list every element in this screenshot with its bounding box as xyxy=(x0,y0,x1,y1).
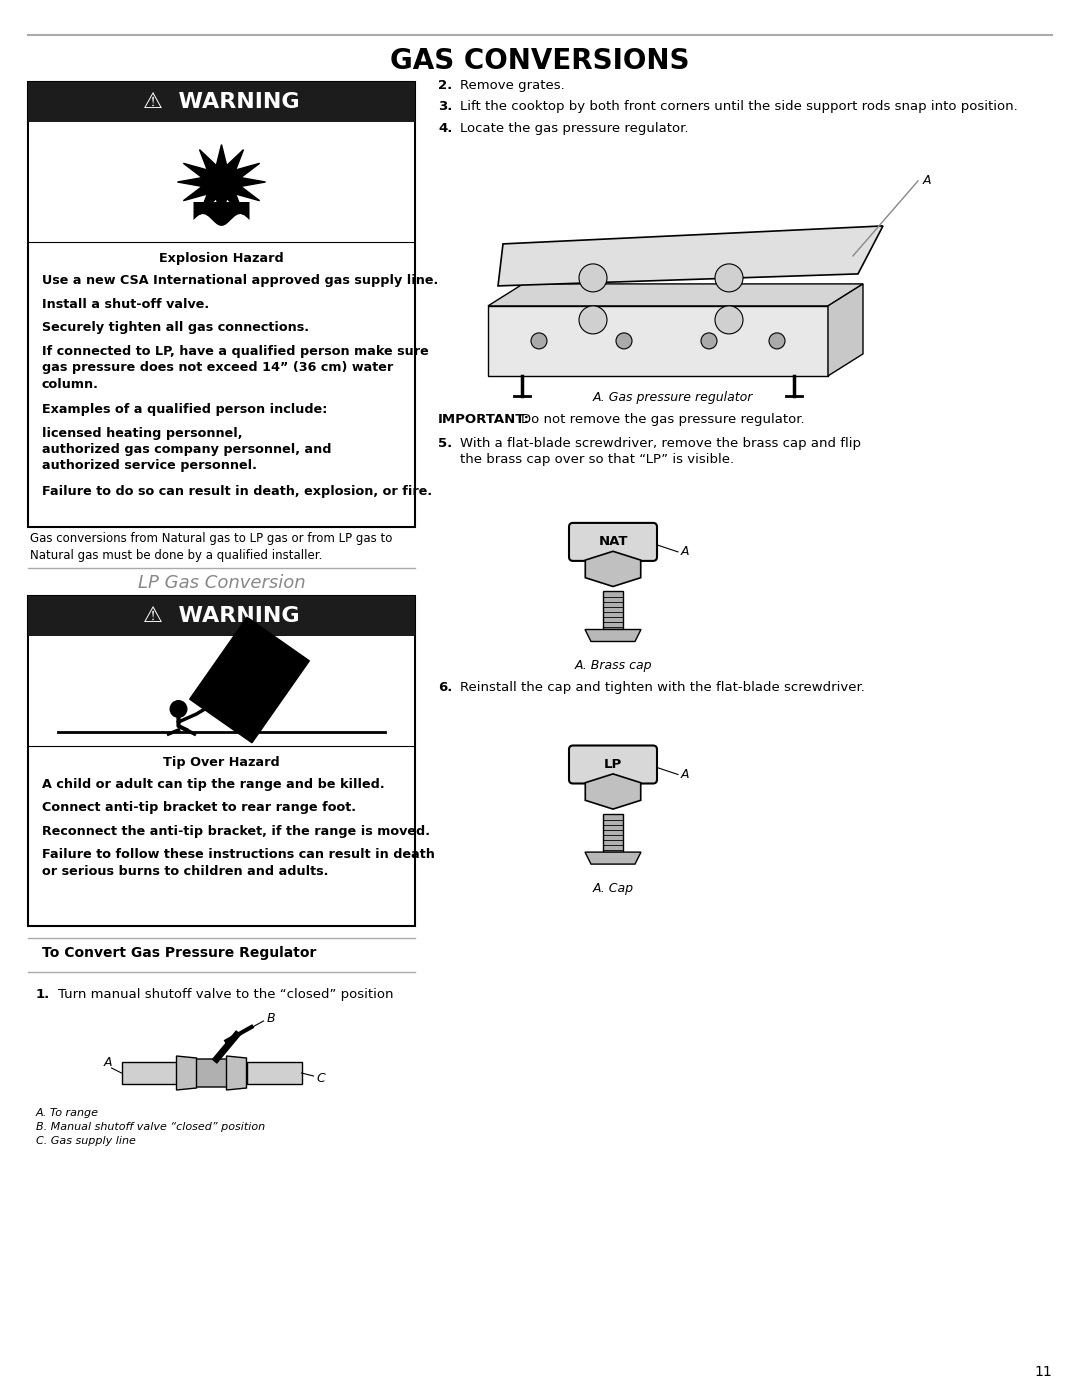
Polygon shape xyxy=(585,552,640,587)
Circle shape xyxy=(531,332,546,349)
Circle shape xyxy=(579,306,607,334)
Polygon shape xyxy=(189,1059,233,1087)
Text: 1.: 1. xyxy=(36,988,51,1002)
Text: Turn manual shutoff valve to the “closed” position: Turn manual shutoff valve to the “closed… xyxy=(58,988,393,1002)
Polygon shape xyxy=(488,284,863,306)
Polygon shape xyxy=(828,284,863,376)
Text: A. Gas pressure regulator: A. Gas pressure regulator xyxy=(593,391,753,404)
Circle shape xyxy=(715,264,743,292)
Circle shape xyxy=(616,332,632,349)
Polygon shape xyxy=(585,774,640,809)
Text: A. To range: A. To range xyxy=(36,1108,99,1118)
Polygon shape xyxy=(498,226,883,286)
Text: Failure to follow these instructions can result in death
or serious burns to chi: Failure to follow these instructions can… xyxy=(42,848,435,877)
Text: Failure to do so can result in death, explosion, or fire.: Failure to do so can result in death, ex… xyxy=(42,485,432,497)
Text: licensed heating personnel,
authorized gas company personnel, and
authorized ser: licensed heating personnel, authorized g… xyxy=(42,426,332,472)
Text: Securely tighten all gas connections.: Securely tighten all gas connections. xyxy=(42,321,309,334)
Text: Examples of a qualified person include:: Examples of a qualified person include: xyxy=(42,402,327,416)
Polygon shape xyxy=(177,145,266,219)
Bar xyxy=(29,636,414,746)
Text: IMPORTANT:: IMPORTANT: xyxy=(438,414,530,426)
Text: 2.: 2. xyxy=(438,80,453,92)
FancyBboxPatch shape xyxy=(569,746,657,784)
Circle shape xyxy=(715,306,743,334)
Text: 4.: 4. xyxy=(438,122,453,134)
Text: LP Gas Conversion: LP Gas Conversion xyxy=(137,574,306,592)
Bar xyxy=(246,1062,301,1084)
Text: B. Manual shutoff valve “closed” position: B. Manual shutoff valve “closed” positio… xyxy=(36,1122,265,1132)
Text: GAS CONVERSIONS: GAS CONVERSIONS xyxy=(390,47,690,75)
Circle shape xyxy=(701,332,717,349)
Text: LP: LP xyxy=(604,759,622,771)
Polygon shape xyxy=(227,1056,246,1090)
Text: A: A xyxy=(104,1056,112,1070)
Text: Tip Over Hazard: Tip Over Hazard xyxy=(163,756,280,768)
Text: C: C xyxy=(316,1071,325,1084)
Text: Gas conversions from Natural gas to LP gas or from LP gas to
Natural gas must be: Gas conversions from Natural gas to LP g… xyxy=(30,532,392,562)
Text: C. Gas supply line: C. Gas supply line xyxy=(36,1136,136,1146)
Text: ⚠  WARNING: ⚠ WARNING xyxy=(144,92,300,112)
Bar xyxy=(28,82,415,122)
Bar xyxy=(28,82,415,527)
Polygon shape xyxy=(190,617,309,743)
Text: 3.: 3. xyxy=(438,101,453,113)
Text: A child or adult can tip the range and be killed.: A child or adult can tip the range and b… xyxy=(42,778,384,791)
Text: Install a shut-off valve.: Install a shut-off valve. xyxy=(42,298,210,310)
Text: NAT: NAT xyxy=(598,535,627,549)
Bar xyxy=(121,1062,176,1084)
Circle shape xyxy=(579,264,607,292)
Text: 5.: 5. xyxy=(438,437,453,450)
Polygon shape xyxy=(193,203,249,226)
Text: Explosion Hazard: Explosion Hazard xyxy=(159,251,284,265)
Text: With a flat-blade screwdriver, remove the brass cap and flip
the brass cap over : With a flat-blade screwdriver, remove th… xyxy=(460,437,861,467)
Polygon shape xyxy=(585,852,642,865)
Text: A: A xyxy=(681,768,689,781)
Text: Use a new CSA International approved gas supply line.: Use a new CSA International approved gas… xyxy=(42,274,438,286)
Text: A: A xyxy=(681,545,689,559)
Text: A. Cap: A. Cap xyxy=(593,882,634,895)
Bar xyxy=(28,597,415,926)
Text: Locate the gas pressure regulator.: Locate the gas pressure regulator. xyxy=(460,122,689,134)
Text: Reconnect the anti-tip bracket, if the range is moved.: Reconnect the anti-tip bracket, if the r… xyxy=(42,826,430,838)
Text: Remove grates.: Remove grates. xyxy=(460,80,565,92)
Text: Connect anti-tip bracket to rear range foot.: Connect anti-tip bracket to rear range f… xyxy=(42,802,356,814)
Text: If connected to LP, have a qualified person make sure
gas pressure does not exce: If connected to LP, have a qualified per… xyxy=(42,345,429,391)
Bar xyxy=(603,814,623,852)
Text: ⚠  WARNING: ⚠ WARNING xyxy=(144,606,300,626)
Text: Lift the cooktop by both front corners until the side support rods snap into pos: Lift the cooktop by both front corners u… xyxy=(460,101,1017,113)
Bar xyxy=(29,122,414,242)
Circle shape xyxy=(769,332,785,349)
Text: 11: 11 xyxy=(1035,1365,1052,1379)
Text: Reinstall the cap and tighten with the flat-blade screwdriver.: Reinstall the cap and tighten with the f… xyxy=(460,682,865,694)
Text: 6.: 6. xyxy=(438,682,453,694)
Text: To Convert Gas Pressure Regulator: To Convert Gas Pressure Regulator xyxy=(42,946,316,960)
Circle shape xyxy=(170,700,188,718)
FancyBboxPatch shape xyxy=(569,522,657,562)
Polygon shape xyxy=(176,1056,197,1090)
Bar xyxy=(603,591,623,630)
Text: Do not remove the gas pressure regulator.: Do not remove the gas pressure regulator… xyxy=(521,414,805,426)
Polygon shape xyxy=(488,306,828,376)
Text: A. Brass cap: A. Brass cap xyxy=(575,659,651,672)
Bar xyxy=(28,597,415,636)
Text: A: A xyxy=(923,175,931,187)
Polygon shape xyxy=(585,630,642,641)
Text: B: B xyxy=(267,1011,275,1024)
